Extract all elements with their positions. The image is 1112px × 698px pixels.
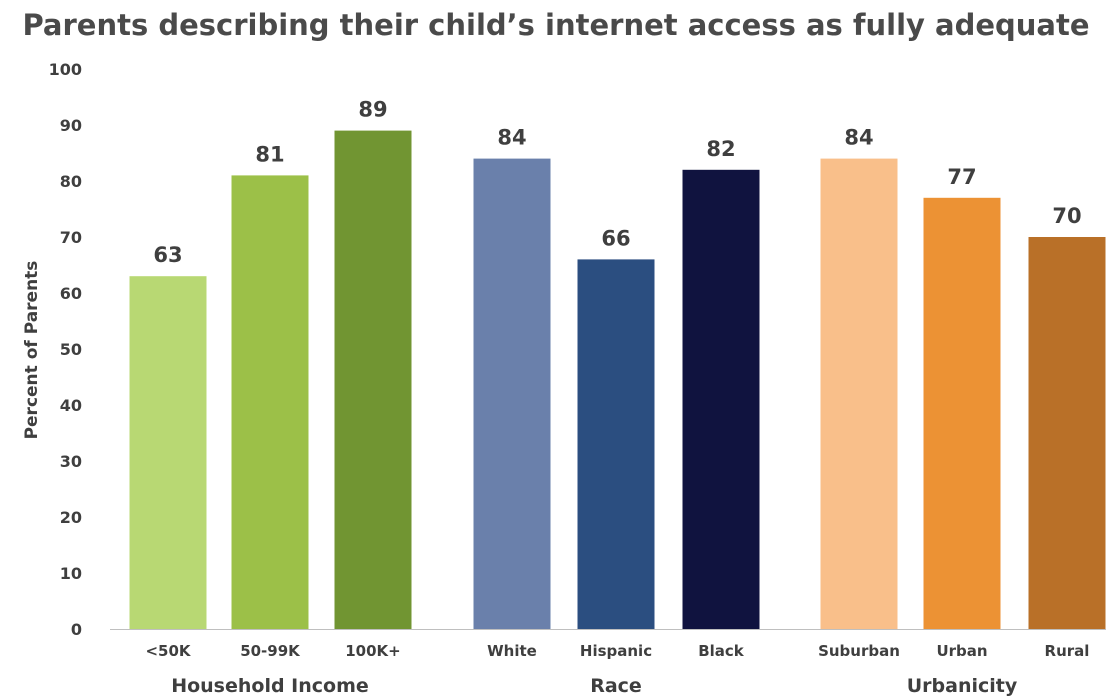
y-tick-label-20: 20 [60, 508, 82, 527]
data-label-rural: 70 [1052, 204, 1081, 228]
data-label-suburban: 84 [844, 126, 873, 150]
x-tick-label-50k: <50K [145, 642, 191, 660]
group-label-urbanicity: Urbanicity [906, 675, 1018, 697]
chart-title: Parents describing their child’s interne… [22, 8, 1090, 42]
group-label-household-income: Household Income [171, 675, 369, 697]
data-label-urban: 77 [947, 165, 976, 189]
x-tick-label-suburban: Suburban [818, 642, 900, 660]
y-tick-label-0: 0 [71, 620, 82, 639]
x-tick-label-rural: Rural [1045, 642, 1090, 660]
bar-suburban [820, 158, 898, 629]
bar-rural [1028, 237, 1106, 629]
data-label-white: 84 [497, 126, 526, 150]
bar-black [682, 169, 760, 630]
y-tick-label-100: 100 [49, 60, 82, 79]
data-label-50-99k: 81 [255, 142, 284, 166]
y-tick-label-60: 60 [60, 284, 82, 303]
x-tick-label-100k: 100K+ [345, 642, 401, 660]
y-tick-label-90: 90 [60, 116, 82, 135]
data-label-50k: 63 [153, 243, 182, 267]
x-tick-label-urban: Urban [936, 642, 987, 660]
bar-hispanic [577, 259, 655, 629]
data-label-100k: 89 [358, 98, 387, 122]
y-tick-label-40: 40 [60, 396, 82, 415]
x-tick-label-50-99k: 50-99K [240, 642, 301, 660]
y-tick-label-70: 70 [60, 228, 82, 247]
bar-50-99k [231, 175, 309, 629]
data-label-black: 82 [706, 137, 735, 161]
bar-100k [334, 130, 412, 629]
data-label-hispanic: 66 [601, 226, 630, 250]
x-tick-label-white: White [487, 642, 537, 660]
y-tick-label-30: 30 [60, 452, 82, 471]
x-tick-label-black: Black [698, 642, 745, 660]
y-tick-label-50: 50 [60, 340, 82, 359]
bar-white [473, 158, 551, 629]
y-tick-label-80: 80 [60, 172, 82, 191]
bar-urban [923, 197, 1001, 630]
y-tick-label-10: 10 [60, 564, 82, 583]
x-tick-label-hispanic: Hispanic [580, 642, 652, 660]
group-label-race: Race [590, 675, 642, 697]
bar-50k [129, 276, 207, 629]
